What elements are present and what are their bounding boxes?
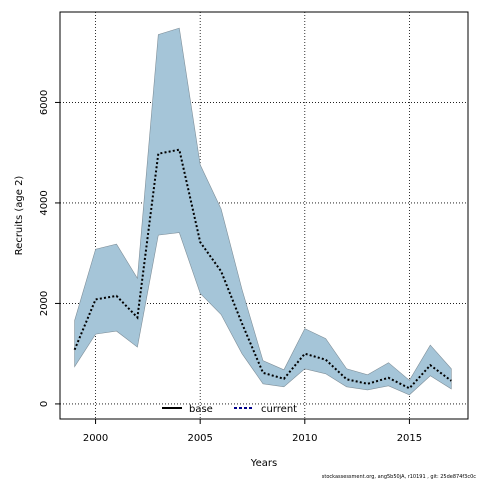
- x-axis-label: Years: [250, 458, 277, 469]
- y-tick-label: 6000: [39, 90, 50, 115]
- y-tick-label: 2000: [39, 291, 50, 316]
- confidence-band: [74, 27, 452, 396]
- legend-label-base: base: [189, 404, 213, 415]
- series-line-current: [73, 148, 452, 390]
- x-tick-label: 2010: [292, 433, 317, 444]
- grid-lines: [60, 12, 468, 419]
- y-tick-label: 0: [39, 401, 50, 407]
- y-tick-label: 4000: [39, 190, 50, 215]
- legend: base current: [162, 404, 297, 415]
- credit-text: stockassessment.org, ang5b50jA, r10191 ,…: [322, 474, 476, 480]
- x-tick-label: 2015: [397, 433, 422, 444]
- y-axis: 0 2000 4000 6000: [39, 90, 60, 407]
- y-axis-label: Recruits (age 2): [14, 176, 25, 256]
- x-tick-label: 2005: [187, 433, 212, 444]
- x-tick-label: 2000: [83, 433, 108, 444]
- plot-frame: [59, 11, 469, 420]
- legend-label-current: current: [261, 404, 297, 415]
- x-axis: 2000 2005 2010 2015: [83, 419, 422, 444]
